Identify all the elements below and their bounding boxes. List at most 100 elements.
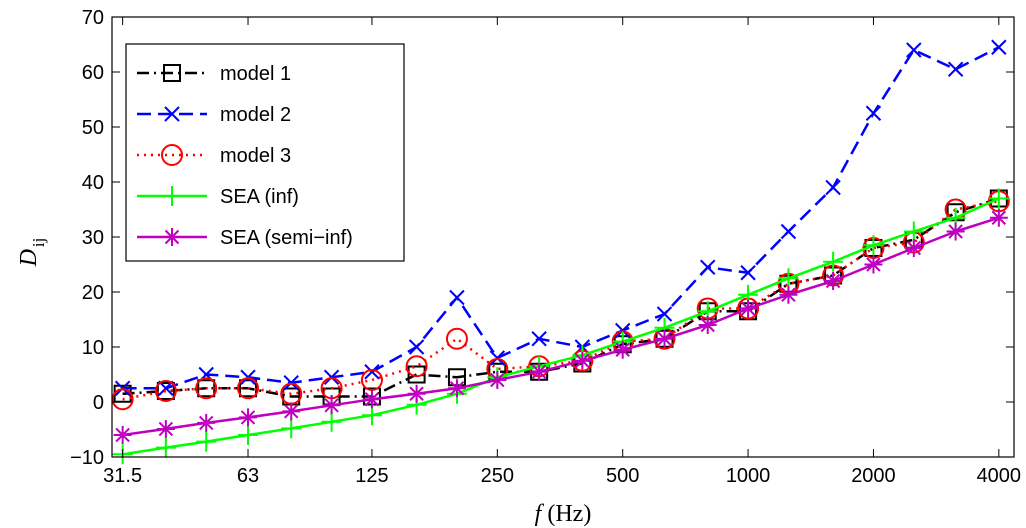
legend-label: model 3 (220, 145, 291, 167)
data-point (154, 380, 177, 402)
ticks-layer: 31.5 63 125 250 500 1000 2000 4000 −10 0 10 20 30 40 5… (70, 7, 1021, 487)
y-tick-label: −10 (70, 447, 104, 469)
data-point (197, 413, 216, 432)
y-tick-label: 30 (82, 227, 104, 249)
y-axis-label-main: D (16, 249, 42, 267)
y-tick-label: 70 (82, 7, 104, 29)
legend-marker (163, 64, 181, 82)
data-point (530, 362, 549, 381)
y-tick-label: 0 (93, 392, 104, 414)
legend-label: SEA (inf) (220, 186, 299, 208)
data-point (698, 316, 717, 334)
data-point (778, 268, 799, 289)
data-point (407, 365, 426, 384)
data-point (195, 377, 218, 400)
data-point (824, 272, 843, 290)
data-point (155, 437, 176, 458)
series-5 (113, 208, 1008, 444)
y-tick-label: 60 (82, 62, 104, 84)
data-point (740, 265, 756, 281)
legend-marker (163, 228, 181, 246)
x-axis-label: f (Hz) (535, 501, 592, 527)
data-point (114, 380, 131, 396)
data-point (904, 239, 923, 257)
data-point (156, 419, 175, 438)
data-point (156, 382, 175, 400)
data-point (362, 390, 381, 409)
series-line (122, 46, 1000, 390)
data-point (863, 235, 884, 256)
data-point (449, 289, 465, 306)
data-point (780, 223, 797, 240)
legend-item: model 1 (137, 63, 291, 85)
data-point (240, 369, 256, 385)
data-point (321, 411, 342, 432)
legend-label: model 1 (220, 63, 291, 85)
data-point (825, 179, 841, 196)
data-point (906, 42, 922, 58)
data-point (323, 369, 340, 385)
legend-label: model 2 (220, 104, 291, 126)
data-point (613, 340, 632, 359)
series-line (122, 197, 1000, 456)
data-point (445, 327, 468, 350)
data-point (405, 355, 428, 378)
y-axis-label-sub: ij (29, 238, 48, 247)
data-point (864, 255, 883, 274)
data-point (407, 384, 426, 403)
legend-label: SEA (semi−inf) (220, 227, 353, 249)
data-point (573, 351, 592, 370)
x-tick-label: 63 (237, 465, 259, 487)
series-line (122, 216, 1000, 437)
data-point (700, 259, 716, 275)
series-layer (111, 39, 1010, 465)
data-point (281, 418, 302, 439)
legend-item: SEA (inf) (137, 186, 299, 208)
data-point (447, 379, 466, 398)
data-point (865, 105, 882, 121)
y-tick-label: 50 (82, 117, 104, 139)
data-point (656, 306, 673, 322)
data-point (113, 426, 132, 444)
legend-item: SEA (semi−inf) (137, 227, 353, 249)
data-point (111, 388, 134, 411)
svg-text:Dij: Dij (16, 238, 48, 268)
data-point (903, 221, 924, 242)
x-tick-label: 250 (481, 465, 514, 487)
data-point (283, 375, 299, 391)
data-point (237, 377, 260, 400)
legend-marker (161, 144, 183, 166)
x-tick-label: 2000 (851, 465, 896, 487)
series-line (122, 197, 1000, 398)
data-point (823, 251, 844, 272)
data-point (947, 61, 964, 77)
data-point (282, 402, 301, 421)
y-tick-label: 10 (82, 337, 104, 359)
data-point (655, 329, 674, 348)
legend-item: model 3 (137, 144, 291, 167)
data-point (158, 380, 174, 396)
data-point (196, 431, 217, 452)
data-point (531, 331, 547, 347)
legend: model 1 model 2 model 3 SEA (inf) SEA (semi−… (125, 43, 405, 262)
x-axis-label-var: f (535, 501, 545, 527)
data-point (364, 364, 380, 380)
y-tick-label: 20 (82, 282, 104, 304)
data-point (408, 339, 425, 355)
data-point (360, 369, 383, 391)
y-axis-label: Dij (16, 238, 48, 268)
x-axis-label-unit: (Hz) (547, 501, 591, 527)
data-point (489, 350, 506, 366)
x-tick-label: 500 (606, 465, 639, 487)
data-point (991, 39, 1007, 55)
data-point (322, 396, 341, 415)
x-tick-label: 1000 (726, 465, 771, 487)
series-4 (112, 188, 1009, 465)
data-point (239, 408, 258, 427)
data-point (614, 322, 631, 339)
x-tick-label: 4000 (977, 465, 1022, 487)
legend-item: model 2 (137, 104, 291, 126)
data-point (739, 299, 758, 318)
legend-marker (164, 106, 180, 122)
